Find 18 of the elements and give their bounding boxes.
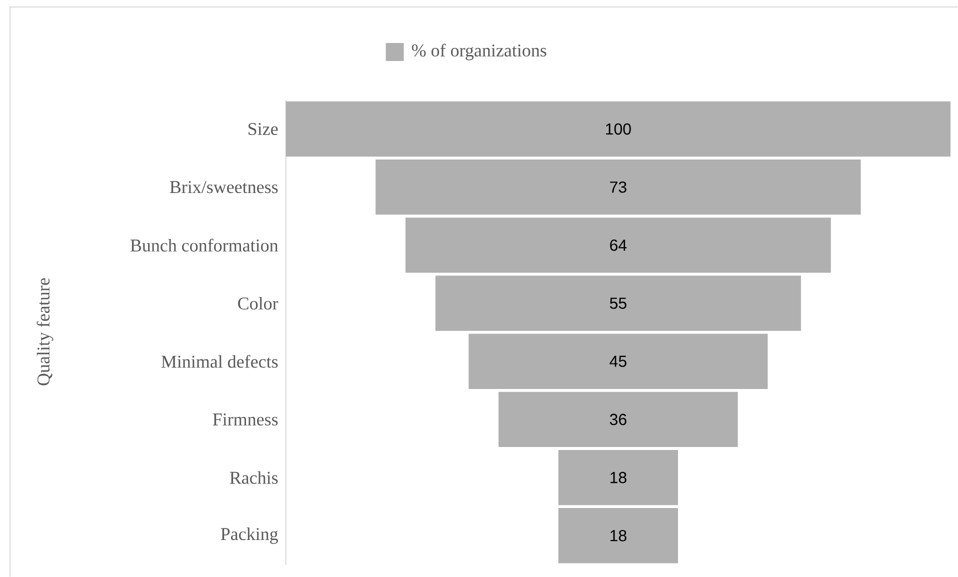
data-label: 18 xyxy=(610,530,626,542)
category-label: Firmness xyxy=(212,413,278,426)
category-label: Rachis xyxy=(230,471,278,484)
data-label: 73 xyxy=(610,181,626,193)
category-label: Size xyxy=(248,122,278,135)
category-label: Minimal defects xyxy=(161,354,278,368)
data-label: 36 xyxy=(610,414,626,426)
legend-label: % of organizations xyxy=(412,44,546,60)
category-label: Color xyxy=(238,296,278,310)
data-label: 100 xyxy=(606,123,631,135)
category-label: Brix/sweetness xyxy=(170,180,278,194)
data-label: 64 xyxy=(610,239,627,251)
category-label: Bunch conformation xyxy=(130,238,278,252)
text: Quality feature xyxy=(36,278,54,386)
category-label: Packing xyxy=(220,527,278,544)
data-label: 18 xyxy=(610,472,626,484)
data-label: 45 xyxy=(610,356,626,367)
data-label: 55 xyxy=(610,298,626,309)
